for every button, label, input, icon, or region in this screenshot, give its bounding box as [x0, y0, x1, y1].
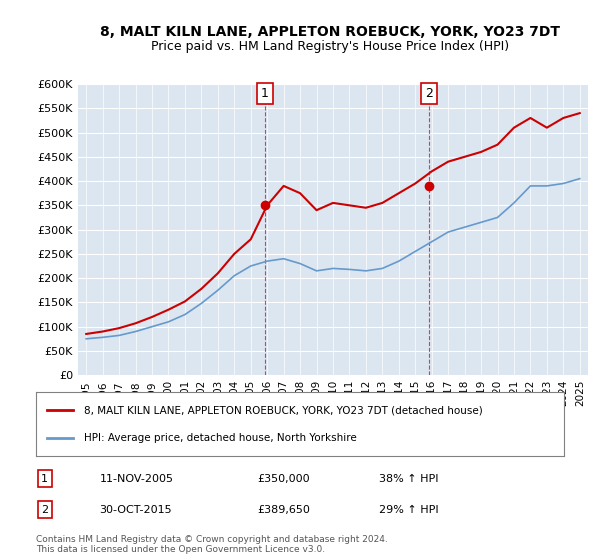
Text: 29% ↑ HPI: 29% ↑ HPI [379, 505, 439, 515]
Text: 30-OCT-2015: 30-OCT-2015 [100, 505, 172, 515]
Text: 11-NOV-2005: 11-NOV-2005 [100, 474, 173, 484]
Text: £350,000: £350,000 [258, 474, 310, 484]
Text: £389,650: £389,650 [258, 505, 311, 515]
Text: 8, MALT KILN LANE, APPLETON ROEBUCK, YORK, YO23 7DT: 8, MALT KILN LANE, APPLETON ROEBUCK, YOR… [100, 25, 560, 39]
Text: 2: 2 [425, 87, 433, 100]
Text: 38% ↑ HPI: 38% ↑ HPI [379, 474, 439, 484]
Text: 1: 1 [41, 474, 48, 484]
Text: 8, MALT KILN LANE, APPLETON ROEBUCK, YORK, YO23 7DT (detached house): 8, MALT KILN LANE, APPLETON ROEBUCK, YOR… [83, 405, 482, 415]
Text: Price paid vs. HM Land Registry's House Price Index (HPI): Price paid vs. HM Land Registry's House … [151, 40, 509, 53]
Text: Contains HM Land Registry data © Crown copyright and database right 2024.
This d: Contains HM Land Registry data © Crown c… [36, 535, 388, 554]
Text: 2: 2 [41, 505, 49, 515]
Text: 1: 1 [261, 87, 269, 100]
Text: HPI: Average price, detached house, North Yorkshire: HPI: Average price, detached house, Nort… [83, 433, 356, 444]
